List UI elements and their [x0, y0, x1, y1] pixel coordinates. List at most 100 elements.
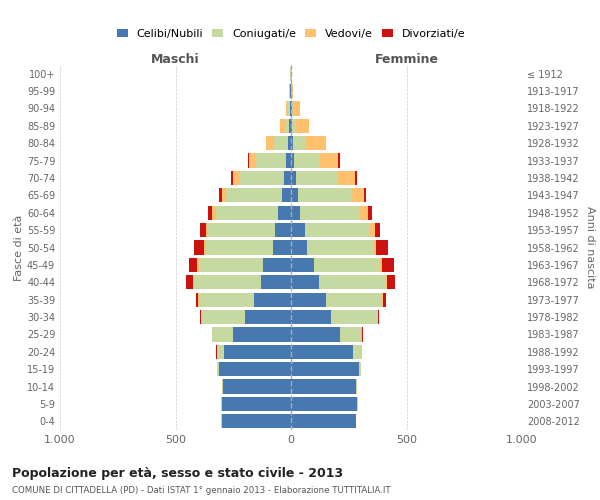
Bar — [355, 171, 357, 185]
Bar — [284, 118, 289, 133]
Bar — [220, 188, 222, 202]
Bar — [359, 362, 361, 376]
Bar — [319, 275, 386, 289]
Bar — [370, 223, 376, 237]
Bar — [193, 275, 194, 289]
Bar — [305, 223, 370, 237]
Y-axis label: Fasce di età: Fasce di età — [14, 214, 24, 280]
Bar — [288, 102, 290, 116]
Bar — [356, 380, 357, 394]
Legend: Celibi/Nubili, Coniugati/e, Vedovi/e, Divorziati/e: Celibi/Nubili, Coniugati/e, Vedovi/e, Di… — [116, 28, 466, 39]
Bar — [222, 188, 226, 202]
Bar — [226, 188, 282, 202]
Bar — [208, 223, 275, 237]
Bar — [216, 206, 278, 220]
Bar — [240, 171, 284, 185]
Bar — [382, 292, 383, 307]
Bar — [208, 206, 212, 220]
Bar — [291, 275, 319, 289]
Bar — [364, 188, 365, 202]
Bar — [250, 154, 256, 168]
Bar — [224, 344, 291, 359]
Bar — [314, 258, 380, 272]
Bar — [256, 154, 286, 168]
Bar — [278, 206, 291, 220]
Bar — [378, 310, 379, 324]
Bar — [292, 118, 296, 133]
Bar — [221, 397, 222, 411]
Bar — [376, 223, 380, 237]
Bar — [296, 171, 338, 185]
Bar — [387, 275, 395, 289]
Bar — [194, 240, 203, 254]
Bar — [295, 154, 320, 168]
Bar — [291, 136, 293, 150]
Bar — [291, 102, 292, 116]
Bar — [291, 362, 359, 376]
Bar — [357, 397, 358, 411]
Bar — [291, 240, 307, 254]
Bar — [201, 310, 245, 324]
Bar — [190, 258, 197, 272]
Bar — [300, 206, 360, 220]
Bar — [222, 380, 223, 394]
Bar — [231, 171, 233, 185]
Bar — [291, 292, 326, 307]
Bar — [194, 275, 261, 289]
Bar — [291, 154, 295, 168]
Bar — [386, 275, 387, 289]
Bar — [206, 240, 272, 254]
Bar — [212, 206, 216, 220]
Bar — [331, 310, 377, 324]
Bar — [233, 171, 240, 185]
Bar — [200, 223, 206, 237]
Bar — [274, 136, 287, 150]
Bar — [360, 206, 368, 220]
Bar — [326, 292, 382, 307]
Bar — [289, 84, 290, 98]
Bar — [291, 223, 305, 237]
Bar — [248, 154, 250, 168]
Bar — [292, 102, 293, 116]
Bar — [291, 171, 296, 185]
Bar — [291, 206, 300, 220]
Bar — [284, 171, 291, 185]
Bar — [340, 328, 361, 342]
Bar — [338, 171, 355, 185]
Bar — [382, 258, 394, 272]
Bar — [275, 223, 291, 237]
Bar — [206, 223, 208, 237]
Bar — [307, 240, 373, 254]
Bar — [197, 258, 199, 272]
Bar — [291, 397, 357, 411]
Bar — [376, 240, 388, 254]
Bar — [293, 136, 305, 150]
Bar — [291, 414, 356, 428]
Bar — [293, 102, 300, 116]
Text: Femmine: Femmine — [374, 53, 439, 66]
Y-axis label: Anni di nascita: Anni di nascita — [585, 206, 595, 289]
Bar — [291, 118, 292, 133]
Bar — [286, 102, 288, 116]
Text: COMUNE DI CITTADELLA (PD) - Dati ISTAT 1° gennaio 2013 - Elaborazione TUTTITALIA: COMUNE DI CITTADELLA (PD) - Dati ISTAT 1… — [12, 486, 391, 495]
Bar — [203, 240, 206, 254]
Bar — [212, 328, 233, 342]
Bar — [298, 188, 352, 202]
Bar — [245, 310, 291, 324]
Bar — [196, 292, 198, 307]
Bar — [261, 275, 291, 289]
Bar — [338, 154, 340, 168]
Bar — [222, 414, 291, 428]
Bar — [373, 240, 376, 254]
Bar — [292, 84, 293, 98]
Bar — [290, 102, 291, 116]
Bar — [368, 206, 372, 220]
Bar — [291, 380, 356, 394]
Bar — [291, 188, 298, 202]
Bar — [266, 136, 274, 150]
Bar — [286, 154, 291, 168]
Bar — [220, 362, 291, 376]
Bar — [352, 188, 364, 202]
Bar — [263, 258, 291, 272]
Bar — [296, 118, 310, 133]
